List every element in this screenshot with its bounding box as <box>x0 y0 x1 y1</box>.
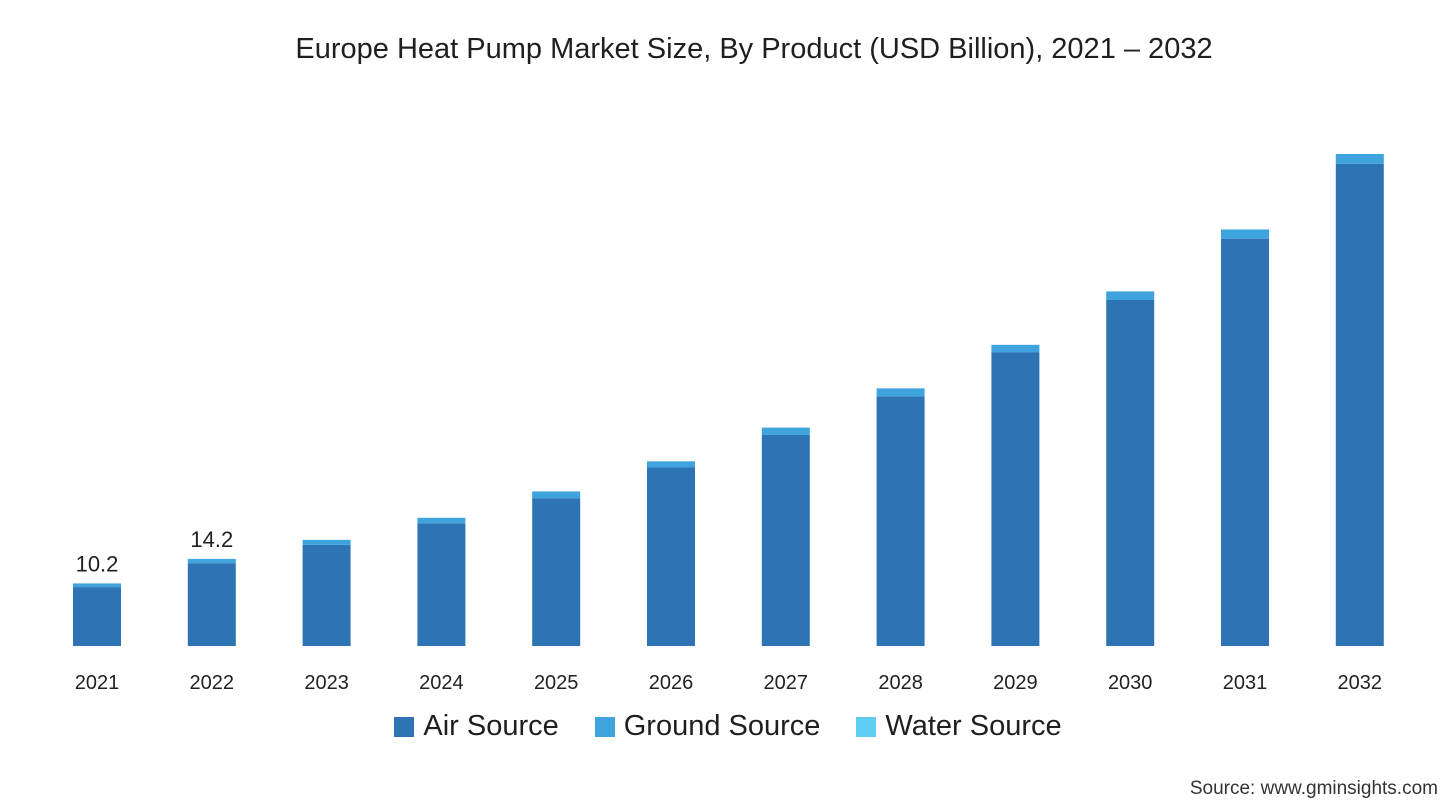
bar-ground-source-2022 <box>187 558 236 564</box>
x-tick-label-2031: 2031 <box>1223 672 1268 694</box>
bar-air-source-2023 <box>302 544 351 646</box>
bar-air-source-2027 <box>761 434 810 646</box>
legend-swatch-ground-source <box>594 716 615 737</box>
bar-ground-source-2029 <box>991 344 1040 353</box>
bar-ground-source-2031 <box>1221 229 1269 239</box>
legend-item-ground-source: Ground Source <box>594 710 821 743</box>
bar-ground-source-2024 <box>417 517 466 524</box>
bar-ground-source-2028 <box>876 388 925 397</box>
bar-chart: 2021 10.2 2022 14.2 2023 2024 2025 2026 2027 2028… <box>73 154 1384 694</box>
x-tick-label-2032: 2032 <box>1338 672 1383 694</box>
chart-legend: Air Source Ground Source Water Source <box>0 710 1456 743</box>
bar-air-source-2032 <box>1335 163 1384 646</box>
bar-air-source-2021 <box>73 587 121 646</box>
legend-item-water-source: Water Source <box>856 710 1062 743</box>
bar-ground-source-2021 <box>73 583 121 588</box>
bar-air-source-2031 <box>1221 238 1269 646</box>
bar-ground-source-2025 <box>532 491 581 499</box>
chart-title: Europe Heat Pump Market Size, By Product… <box>295 33 1213 65</box>
bar-ground-source-2027 <box>761 427 810 435</box>
bar-ground-source-2032 <box>1335 154 1384 164</box>
legend-label-water-source: Water Source <box>885 710 1062 742</box>
bar-ground-source-2030 <box>1106 291 1155 301</box>
bar-air-source-2029 <box>991 352 1040 646</box>
x-tick-label-2026: 2026 <box>649 672 694 694</box>
legend-label-air-source: Air Source <box>423 710 559 742</box>
legend-label-ground-source: Ground Source <box>623 710 821 742</box>
x-tick-label-2021: 2021 <box>75 672 120 694</box>
x-tick-label-2025: 2025 <box>534 672 579 694</box>
legend-swatch-water-source <box>856 716 877 737</box>
legend-swatch-air-source <box>394 716 415 737</box>
bar-air-source-2024 <box>417 523 466 646</box>
x-tick-label-2023: 2023 <box>304 672 349 694</box>
bar-ground-source-2023 <box>302 539 351 545</box>
source-note: Source: www.gminsights.com <box>1189 778 1438 799</box>
x-tick-label-2030: 2030 <box>1108 672 1153 694</box>
bar-air-source-2030 <box>1106 300 1155 646</box>
data-label-2021: 10.2 <box>76 551 119 576</box>
x-tick-label-2022: 2022 <box>190 672 235 694</box>
bar-air-source-2026 <box>647 467 695 646</box>
bar-air-source-2022 <box>187 563 236 646</box>
data-label-2022: 14.2 <box>190 527 233 552</box>
bar-ground-source-2026 <box>647 461 695 468</box>
x-tick-label-2024: 2024 <box>419 672 464 694</box>
x-tick-label-2029: 2029 <box>993 672 1038 694</box>
bar-air-source-2028 <box>876 396 925 646</box>
x-tick-label-2027: 2027 <box>764 672 809 694</box>
x-tick-label-2028: 2028 <box>878 672 923 694</box>
legend-item-air-source: Air Source <box>394 710 559 743</box>
bar-air-source-2025 <box>532 498 581 646</box>
